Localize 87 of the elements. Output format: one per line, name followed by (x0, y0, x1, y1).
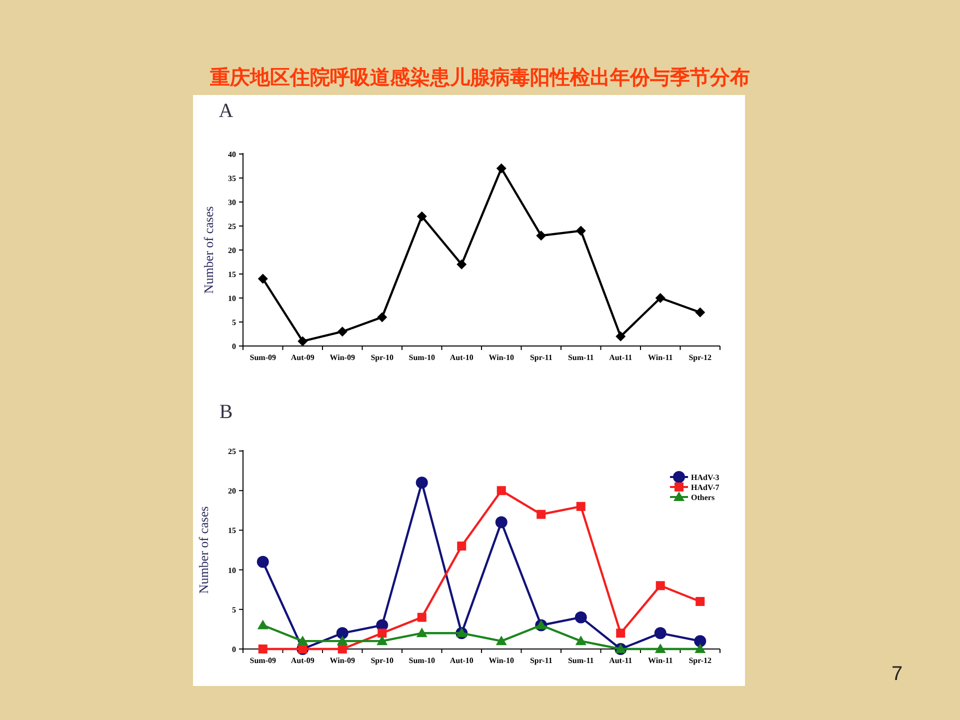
y-tick-label: 20 (228, 246, 236, 255)
point (495, 516, 508, 528)
x-tick-label: Aut-09 (290, 353, 314, 362)
legend-label: Others (691, 493, 715, 502)
x-tick-label: Sum-09 (250, 656, 276, 665)
point (256, 556, 269, 568)
point (616, 331, 626, 342)
x-tick-label: Aut-09 (290, 656, 314, 665)
y-tick-label: 5 (232, 605, 236, 614)
point (456, 259, 467, 270)
point (655, 293, 666, 303)
x-tick-label: Aut-11 (609, 656, 632, 665)
x-tick-label: Spr-10 (370, 353, 394, 362)
x-tick-label: Sum-09 (250, 353, 276, 362)
x-tick-label: Win-09 (330, 353, 355, 362)
point (297, 636, 308, 646)
y-tick-label: 25 (228, 222, 236, 231)
point (298, 336, 308, 346)
y-tick-label: 15 (228, 270, 236, 279)
point (656, 581, 665, 590)
legend-label: HAdV-3 (691, 473, 720, 482)
point (536, 510, 546, 519)
point (457, 542, 466, 551)
point (576, 226, 586, 236)
point (696, 596, 705, 606)
point (336, 636, 348, 646)
y-tick-label: 0 (232, 645, 236, 654)
point (336, 627, 348, 640)
point (694, 644, 706, 653)
point (377, 312, 388, 322)
point (337, 326, 348, 337)
point (616, 628, 626, 638)
point (257, 620, 268, 630)
point (496, 486, 506, 496)
point (258, 274, 268, 284)
point (654, 627, 666, 640)
point (536, 230, 546, 241)
point (378, 628, 387, 638)
chart-title: B (219, 401, 233, 423)
x-tick-label: Aut-10 (450, 656, 474, 665)
y-tick-label: 20 (228, 486, 236, 496)
x-tick-label: Spr-11 (530, 353, 552, 362)
x-tick-label: Spr-12 (688, 353, 712, 362)
text: 7 (891, 663, 903, 685)
y-tick-label: 15 (228, 526, 236, 536)
legend-label: HAdV-7 (691, 483, 720, 492)
point (654, 644, 666, 653)
point (416, 476, 428, 489)
point (694, 635, 706, 648)
x-tick-label: Win-11 (648, 656, 673, 665)
y-tick-label: 25 (228, 447, 236, 456)
x-tick-label: Win-09 (330, 656, 355, 665)
point (496, 163, 506, 174)
x-tick-label: Spr-10 (370, 656, 394, 665)
y-tick-label: 10 (228, 566, 236, 575)
y-tick-label: 40 (228, 150, 236, 159)
x-tick-label: Spr-12 (688, 656, 712, 665)
x-tick-label: Sum-11 (568, 353, 594, 362)
y-tick-label: 35 (228, 174, 236, 183)
y-axis-title: Number of cases (201, 206, 216, 294)
point (576, 502, 586, 511)
point (416, 628, 428, 638)
point (258, 644, 268, 654)
y-tick-label: 0 (232, 342, 236, 351)
y-axis-title: Number of cases (196, 506, 211, 594)
x-tick-label: Aut-10 (450, 353, 474, 362)
point (575, 636, 586, 646)
x-tick-label: Win-11 (648, 353, 673, 362)
point (417, 612, 426, 622)
chart-title: 重庆地区住院呼吸道感染患儿腺病毒阳性检出年份与季节分布 (209, 66, 750, 89)
x-tick-label: Win-10 (488, 656, 514, 665)
y-tick-label: 5 (232, 318, 236, 327)
point (376, 636, 388, 646)
point (695, 307, 706, 318)
point (338, 644, 347, 654)
y-tick-label: 30 (228, 198, 236, 207)
x-tick-label: Sum-11 (568, 656, 594, 665)
x-tick-label: Win-10 (488, 353, 514, 362)
x-tick-label: Sum-10 (408, 656, 435, 665)
x-tick-label: Aut-11 (609, 353, 632, 362)
x-tick-label: Spr-11 (530, 656, 552, 665)
x-tick-label: Sum-10 (408, 353, 435, 362)
y-tick-label: 10 (228, 294, 236, 303)
chart-subtitle: A (218, 100, 234, 122)
point (416, 211, 427, 222)
point (574, 611, 587, 624)
point (496, 636, 507, 646)
